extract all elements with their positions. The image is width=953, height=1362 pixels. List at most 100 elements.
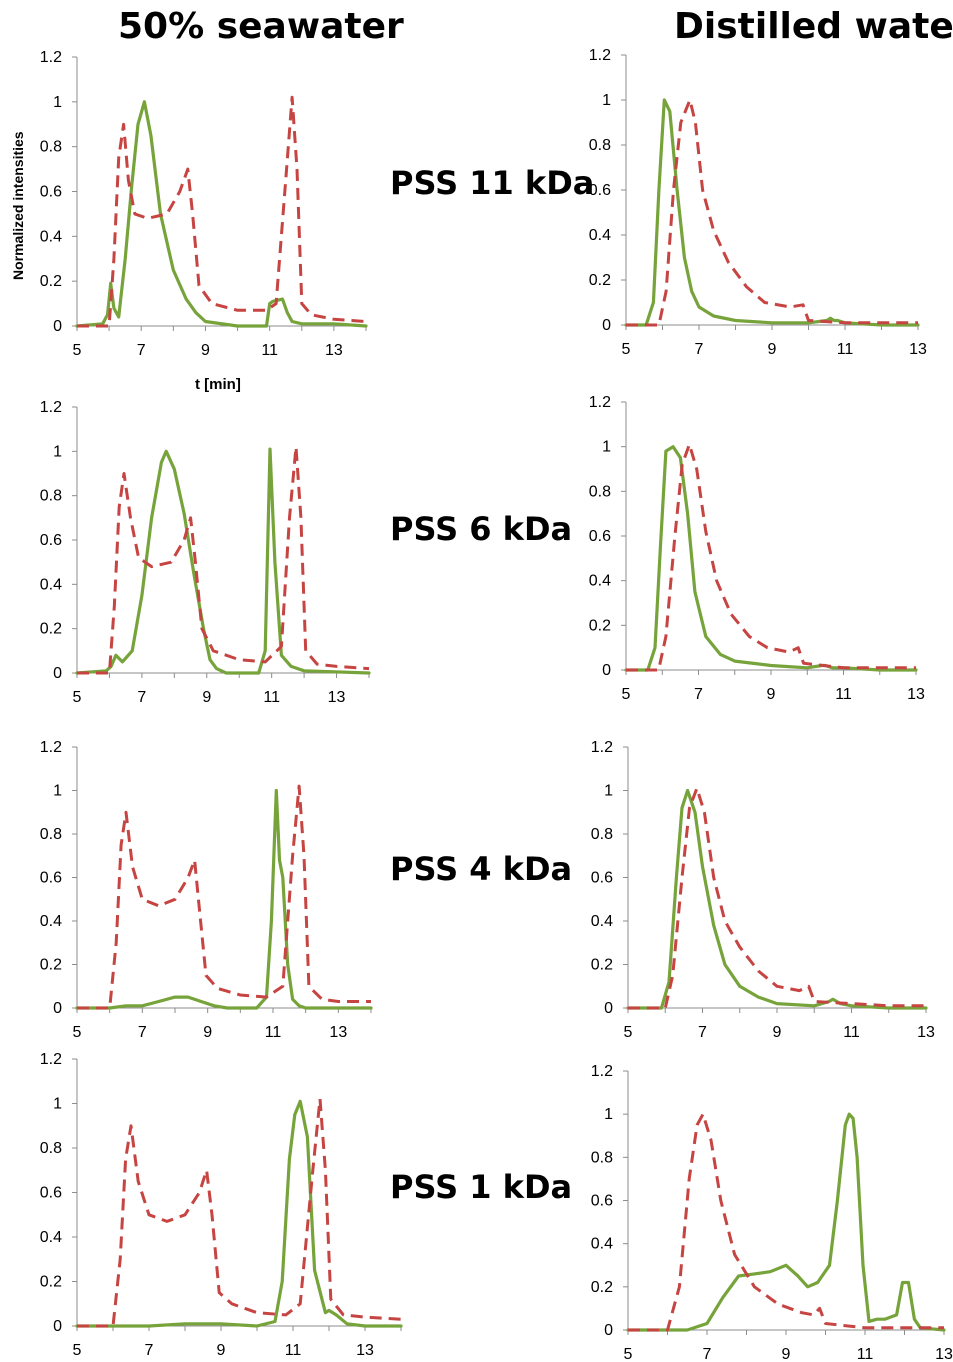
x-tick-label: 5 bbox=[73, 342, 82, 359]
y-tick-label: 1.2 bbox=[589, 394, 611, 411]
x-tick-label: 7 bbox=[137, 342, 146, 359]
x-tick-label: 5 bbox=[624, 1346, 633, 1362]
y-tick-label: 1 bbox=[604, 783, 613, 800]
y-tick-label: 1.2 bbox=[591, 739, 613, 756]
x-tick-label: 9 bbox=[201, 342, 210, 359]
y-tick-label: 0.8 bbox=[591, 826, 613, 843]
y-tick-label: 0.6 bbox=[591, 870, 613, 887]
y-tick-label: 0.2 bbox=[40, 957, 62, 974]
series-line-red-dashed bbox=[626, 98, 918, 327]
y-tick-label: 0.6 bbox=[40, 1185, 62, 1202]
x-tick-label: 5 bbox=[622, 341, 631, 358]
y-tick-label: 1 bbox=[53, 1096, 62, 1113]
y-tick-label: 0.4 bbox=[589, 573, 611, 590]
x-tick-label: 5 bbox=[624, 1024, 633, 1041]
y-tick-label: 0 bbox=[53, 665, 62, 682]
y-tick-label: 0 bbox=[53, 318, 62, 335]
column-title-distilled-water: Distilled water bbox=[674, 6, 953, 47]
x-tick-label: 11 bbox=[285, 1342, 302, 1359]
x-tick-label: 13 bbox=[356, 1342, 374, 1359]
y-tick-label: 1.2 bbox=[40, 49, 62, 66]
y-tick-label: 1.2 bbox=[591, 1063, 613, 1080]
y-tick-label: 0.4 bbox=[589, 227, 611, 244]
y-tick-label: 0.2 bbox=[589, 617, 611, 634]
series-line-green-solid bbox=[75, 788, 373, 1010]
y-tick-label: 0.8 bbox=[589, 483, 611, 500]
x-tick-label: 7 bbox=[695, 341, 704, 358]
series-line-red-dashed bbox=[628, 1112, 944, 1332]
series-line-green-solid bbox=[75, 447, 371, 675]
y-tick-label: 0.8 bbox=[40, 488, 62, 505]
series-line-green-solid bbox=[624, 445, 918, 672]
y-tick-label: 0.2 bbox=[40, 1274, 62, 1291]
y-tick-label: 0.6 bbox=[589, 182, 611, 199]
y-tick-label: 0.4 bbox=[40, 576, 62, 593]
x-tick-label: 9 bbox=[203, 1024, 212, 1041]
y-tick-label: 0.2 bbox=[591, 1279, 613, 1296]
y-tick-label: 0 bbox=[53, 1318, 62, 1335]
series-line-green-solid bbox=[626, 788, 928, 1010]
x-tick-label: 13 bbox=[328, 689, 346, 706]
x-tick-label: 9 bbox=[217, 1342, 226, 1359]
y-tick-label: 0.6 bbox=[40, 870, 62, 887]
column-title-seawater: 50% seawater bbox=[118, 6, 404, 47]
x-tick-label: 7 bbox=[698, 1024, 707, 1041]
x-tick-label: 9 bbox=[767, 686, 776, 703]
y-tick-label: 0.8 bbox=[40, 1140, 62, 1157]
x-tick-label: 7 bbox=[694, 686, 703, 703]
x-tick-label: 11 bbox=[835, 686, 852, 703]
x-tick-label: 11 bbox=[261, 342, 278, 359]
y-tick-label: 0.6 bbox=[40, 532, 62, 549]
x-tick-label: 11 bbox=[265, 1024, 282, 1041]
x-tick-label: 7 bbox=[137, 689, 146, 706]
row-label-pss-11: PSS 11 kDa bbox=[390, 164, 595, 202]
y-tick-label: 0 bbox=[602, 662, 611, 679]
series-line-red-dashed bbox=[628, 786, 926, 1010]
y-tick-label: 0.8 bbox=[589, 137, 611, 154]
y-tick-label: 0 bbox=[53, 1000, 62, 1017]
x-tick-label: 13 bbox=[329, 1024, 347, 1041]
y-tick-label: 0.4 bbox=[591, 1236, 613, 1253]
y-tick-label: 1.2 bbox=[40, 739, 62, 756]
y-tick-label: 1 bbox=[602, 92, 611, 109]
x-tick-label: 7 bbox=[138, 1024, 147, 1041]
x-tick-label: 11 bbox=[263, 689, 280, 706]
y-tick-label: 0.4 bbox=[40, 228, 62, 245]
y-tick-label: 0 bbox=[602, 317, 611, 334]
series-line-red-dashed bbox=[77, 95, 367, 328]
y-tick-label: 0 bbox=[604, 1000, 613, 1017]
x-tick-label: 13 bbox=[917, 1024, 935, 1041]
y-tick-label: 0.6 bbox=[40, 184, 62, 201]
y-tick-label: 1 bbox=[604, 1106, 613, 1123]
x-tick-label: 13 bbox=[907, 686, 925, 703]
series-line-red-dashed bbox=[77, 1097, 402, 1328]
y-tick-label: 1.2 bbox=[589, 47, 611, 64]
x-tick-label: 13 bbox=[909, 341, 927, 358]
y-tick-label: 0.6 bbox=[589, 528, 611, 545]
y-tick-label: 1 bbox=[602, 439, 611, 456]
series-line-green-solid bbox=[75, 100, 368, 328]
y-tick-label: 0.2 bbox=[40, 273, 62, 290]
y-tick-label: 0.4 bbox=[40, 1229, 62, 1246]
x-tick-label: 11 bbox=[857, 1346, 874, 1362]
series-line-red-dashed bbox=[77, 784, 371, 1010]
y-tick-label: 1 bbox=[53, 94, 62, 111]
y-tick-label: 0.6 bbox=[591, 1193, 613, 1210]
y-tick-label: 0.2 bbox=[591, 957, 613, 974]
x-axis-label: t [min] bbox=[195, 376, 241, 393]
y-tick-label: 0.4 bbox=[591, 913, 613, 930]
series-line-red-dashed bbox=[626, 442, 916, 672]
y-tick-label: 0.2 bbox=[589, 272, 611, 289]
x-tick-label: 13 bbox=[935, 1346, 953, 1362]
x-tick-label: 7 bbox=[703, 1346, 712, 1362]
x-tick-label: 11 bbox=[837, 341, 854, 358]
x-tick-label: 9 bbox=[202, 689, 211, 706]
x-tick-label: 7 bbox=[145, 1342, 154, 1359]
y-tick-label: 1 bbox=[53, 443, 62, 460]
y-tick-label: 1 bbox=[53, 783, 62, 800]
x-tick-label: 13 bbox=[325, 342, 343, 359]
series-line-red-dashed bbox=[77, 445, 370, 675]
row-label-pss-4: PSS 4 kDa bbox=[390, 850, 573, 888]
row-label-pss-6: PSS 6 kDa bbox=[390, 510, 573, 548]
